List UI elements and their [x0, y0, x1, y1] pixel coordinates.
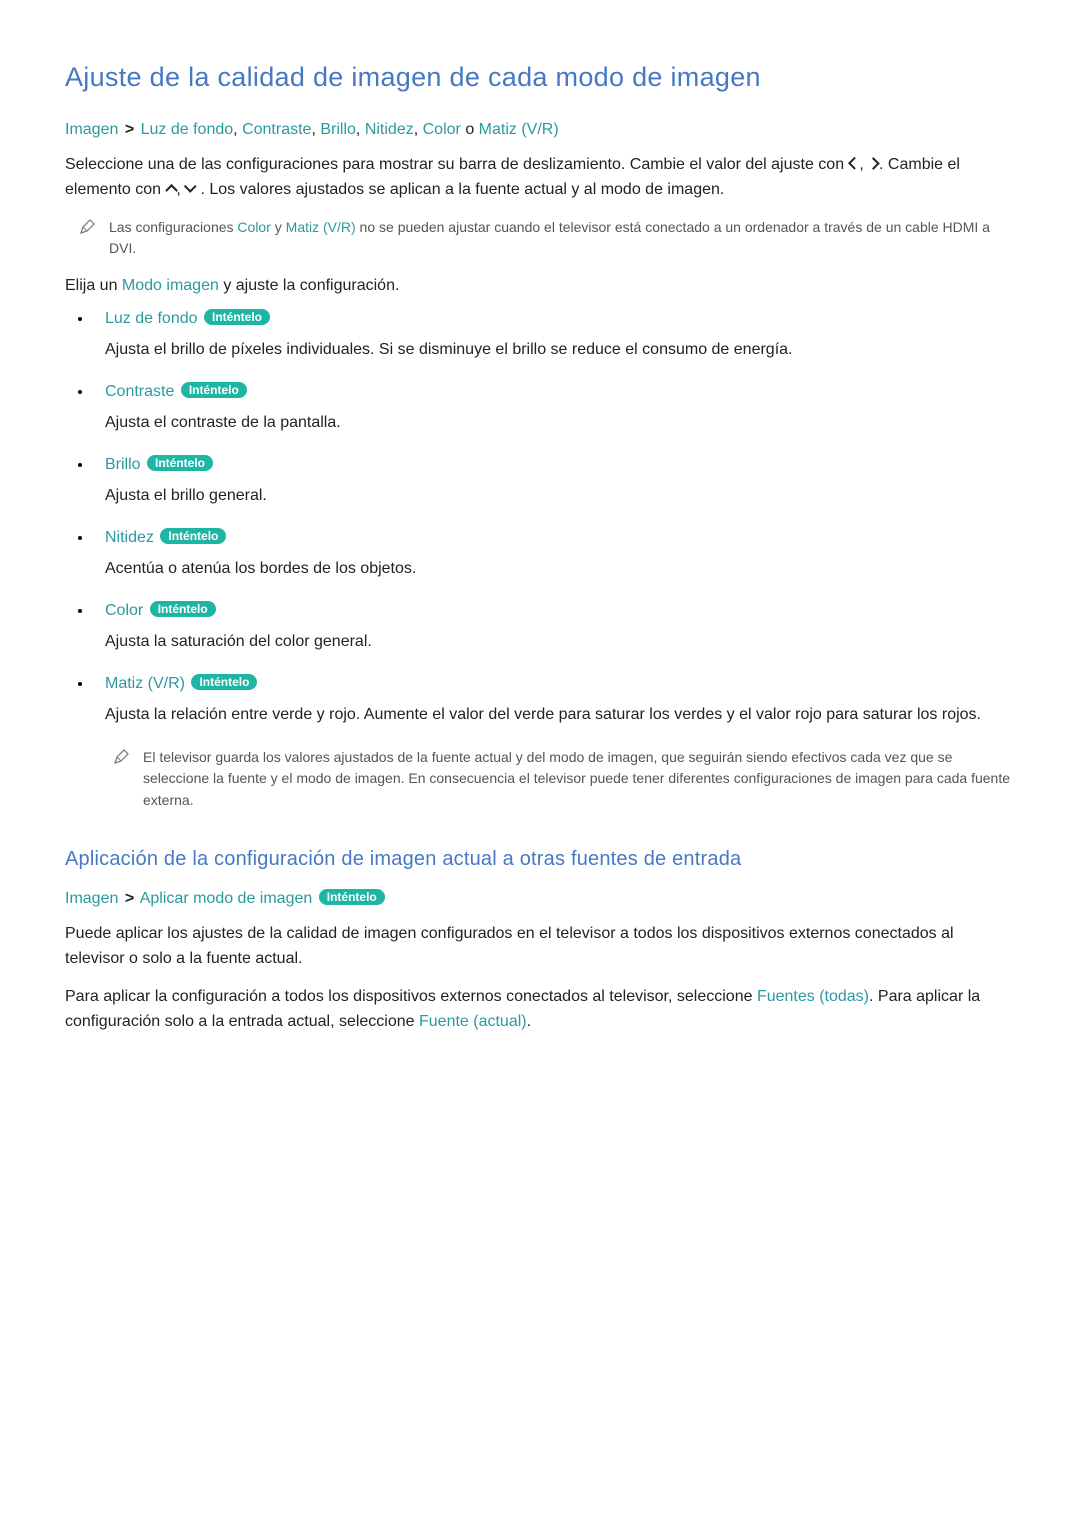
- feature-name: Color: [105, 602, 143, 619]
- feature-desc: Acentúa o atenúa los bordes de los objet…: [105, 557, 1015, 581]
- or-word: o: [465, 121, 474, 138]
- text: y: [271, 219, 286, 235]
- breadcrumb-item: Aplicar modo de imagen: [140, 890, 313, 907]
- choose-mode-text: Elija un Modo imagen y ajuste la configu…: [65, 274, 1015, 299]
- list-item: Contraste Inténtelo Ajusta el contraste …: [93, 382, 1015, 435]
- comma: ,: [859, 156, 868, 173]
- list-item: Brillo Inténtelo Ajusta el brillo genera…: [93, 455, 1015, 508]
- chevron-down-icon: [184, 180, 196, 192]
- try-it-badge[interactable]: Inténtelo: [181, 382, 247, 398]
- feature-desc: Ajusta la relación entre verde y rojo. A…: [105, 703, 1015, 727]
- chevron-right-icon: [867, 157, 879, 169]
- section2-paragraph-2: Para aplicar la configuración a todos lo…: [65, 985, 1015, 1035]
- try-it-badge[interactable]: Inténtelo: [319, 889, 385, 905]
- period: .: [879, 156, 888, 173]
- comma: ,: [414, 121, 418, 138]
- breadcrumb-item: Color: [423, 121, 461, 138]
- breadcrumb-item: Nitidez: [365, 121, 414, 138]
- breadcrumb-item: Luz de fondo: [141, 121, 234, 138]
- term-fuente-actual: Fuente (actual): [419, 1013, 527, 1030]
- list-item: Color Inténtelo Ajusta la saturación del…: [93, 601, 1015, 654]
- breadcrumb-apply-path: Imagen > Aplicar modo de imagen Inténtel…: [65, 889, 1015, 908]
- feature-desc: Ajusta la saturación del color general.: [105, 630, 1015, 654]
- feature-desc: Ajusta el contraste de la pantalla.: [105, 411, 1015, 435]
- feature-name: Brillo: [105, 456, 141, 473]
- list-item: Nitidez Inténtelo Acentúa o atenúa los b…: [93, 528, 1015, 581]
- note-text: El televisor guarda los valores ajustado…: [143, 747, 1015, 812]
- text: Para aplicar la configuración a todos lo…: [65, 988, 757, 1005]
- feature-list: Luz de fondo Inténtelo Ajusta el brillo …: [65, 309, 1015, 727]
- pencil-icon: [113, 749, 129, 765]
- text: Las configuraciones: [109, 219, 237, 235]
- breadcrumb-root: Imagen: [65, 121, 118, 138]
- try-it-badge[interactable]: Inténtelo: [160, 528, 226, 544]
- comma: ,: [356, 121, 360, 138]
- feature-name: Nitidez: [105, 529, 154, 546]
- breadcrumb-separator: >: [125, 121, 134, 138]
- comma: ,: [176, 181, 185, 198]
- section2-paragraph-1: Puede aplicar los ajustes de la calidad …: [65, 922, 1015, 972]
- breadcrumb-separator: >: [125, 890, 134, 907]
- try-it-badge[interactable]: Inténtelo: [147, 455, 213, 471]
- text: y ajuste la configuración.: [219, 277, 400, 294]
- note-persisted-settings: El televisor guarda los valores ajustado…: [113, 747, 1015, 812]
- term-modo-imagen: Modo imagen: [122, 277, 219, 294]
- page-title: Ajuste de la calidad de imagen de cada m…: [65, 62, 1015, 93]
- term-color: Color: [237, 219, 270, 235]
- list-item: Matiz (V/R) Inténtelo Ajusta la relación…: [93, 674, 1015, 727]
- feature-desc: Ajusta el brillo general.: [105, 484, 1015, 508]
- feature-name: Contraste: [105, 383, 174, 400]
- document-page: Ajuste de la calidad de imagen de cada m…: [0, 0, 1080, 1527]
- text: Elija un: [65, 277, 122, 294]
- breadcrumb-settings-path: Imagen > Luz de fondo, Contraste, Brillo…: [65, 121, 1015, 139]
- list-item: Luz de fondo Inténtelo Ajusta el brillo …: [93, 309, 1015, 362]
- comma: ,: [233, 121, 237, 138]
- intro-paragraph: Seleccione una de las configuraciones pa…: [65, 153, 1015, 203]
- feature-name: Luz de fondo: [105, 310, 198, 327]
- text: . Los valores ajustados se aplican a la …: [200, 181, 724, 198]
- comma: ,: [311, 121, 315, 138]
- try-it-badge[interactable]: Inténtelo: [191, 674, 257, 690]
- breadcrumb-item: Contraste: [242, 121, 311, 138]
- try-it-badge[interactable]: Inténtelo: [150, 601, 216, 617]
- feature-desc: Ajusta el brillo de píxeles individuales…: [105, 338, 1015, 362]
- term-matiz: Matiz (V/R): [286, 219, 356, 235]
- pencil-icon: [79, 219, 95, 235]
- try-it-badge[interactable]: Inténtelo: [204, 309, 270, 325]
- text: Seleccione una de las configuraciones pa…: [65, 156, 849, 173]
- text: .: [527, 1013, 531, 1030]
- section-title-apply: Aplicación de la configuración de imagen…: [65, 848, 1015, 871]
- term-fuentes-todas: Fuentes (todas): [757, 988, 869, 1005]
- breadcrumb-root: Imagen: [65, 890, 118, 907]
- note-text: Las configuraciones Color y Matiz (V/R) …: [109, 217, 1015, 260]
- feature-name: Matiz (V/R): [105, 675, 185, 692]
- breadcrumb-item: Brillo: [320, 121, 356, 138]
- breadcrumb-item: Matiz (V/R): [479, 121, 559, 138]
- note-config-limitation: Las configuraciones Color y Matiz (V/R) …: [79, 217, 1015, 260]
